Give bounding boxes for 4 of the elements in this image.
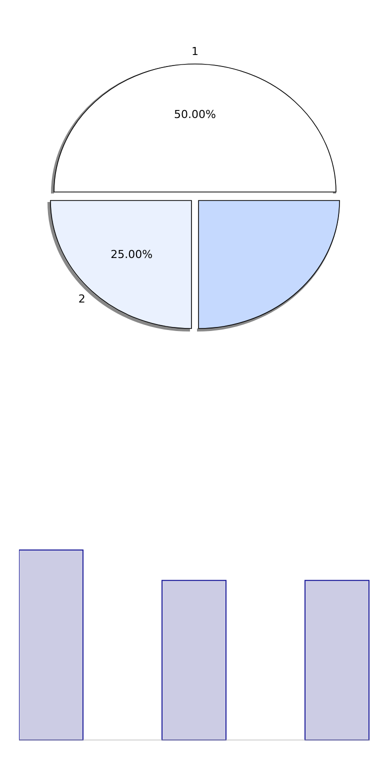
slice-label: 1 xyxy=(192,45,198,58)
data-label: 25.00% xyxy=(110,248,153,261)
data-label: 50.00% xyxy=(174,108,216,122)
slice-label: 2 xyxy=(78,292,86,306)
